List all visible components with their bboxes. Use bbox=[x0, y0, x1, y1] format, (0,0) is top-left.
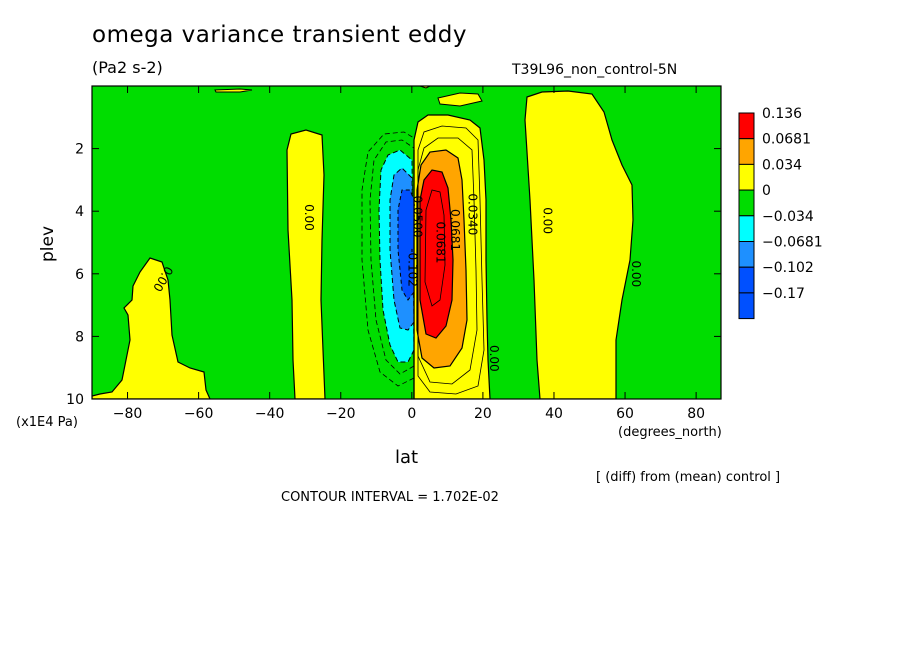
x-tick-label: 60 bbox=[616, 406, 634, 422]
tropical-negative-deep bbox=[397, 189, 415, 301]
x-tick-label: 80 bbox=[687, 406, 705, 422]
x-tick-label: 20 bbox=[474, 406, 492, 422]
run-label: T39L96_non_control-5N bbox=[512, 62, 678, 78]
contour-label: 0.0340 bbox=[466, 193, 480, 235]
legend-label: −0.034 bbox=[762, 209, 814, 225]
plot-frame bbox=[91, 85, 722, 400]
legend-swatch bbox=[738, 215, 755, 243]
legend-swatch bbox=[738, 163, 755, 191]
legend-label: 0.136 bbox=[762, 106, 802, 122]
x-tick-label: −40 bbox=[255, 406, 285, 422]
axis-ticks: −80 −60 −40 −20 0 20 40 60 80 2 4 6 8 10 bbox=[66, 86, 721, 422]
tropical-outer-contour-1 bbox=[417, 137, 478, 385]
y-tick-label: 6 bbox=[75, 267, 84, 283]
top-patch-1 bbox=[437, 92, 483, 107]
legend-swatch bbox=[738, 266, 755, 294]
tropical-outer-contour-2 bbox=[417, 125, 485, 395]
contour-label: 0.00 bbox=[540, 207, 554, 234]
tropical-negative-outer-2 bbox=[361, 131, 415, 387]
x-tick-label: −60 bbox=[184, 406, 214, 422]
top-patch-2 bbox=[214, 88, 253, 93]
contour-interval: CONTOUR INTERVAL = 1.702E-02 bbox=[281, 490, 499, 505]
southern-positive-lobe bbox=[92, 257, 211, 399]
tropical-negative-outer-1 bbox=[369, 139, 415, 375]
contour-fill-layer bbox=[92, 86, 721, 399]
chart-units: (Pa2 s-2) bbox=[92, 58, 163, 77]
chart-title: omega variance transient eddy bbox=[92, 22, 467, 48]
y-axis-units: (x1E4 Pa) bbox=[16, 415, 78, 430]
contour-label: 0.00 bbox=[629, 260, 643, 287]
x-tick-label: 0 bbox=[407, 406, 416, 422]
legend-swatch bbox=[738, 189, 755, 217]
y-tick-label: 8 bbox=[75, 329, 84, 345]
legend-swatch bbox=[738, 241, 755, 268]
northern-positive-column bbox=[524, 90, 634, 399]
color-legend: 0.136 0.0681 0.034 0 −0.034 −0.0681 −0.102 −0.1… bbox=[738, 106, 823, 320]
x-tick-label: −20 bbox=[326, 406, 356, 422]
legend-label: 0.0681 bbox=[762, 132, 811, 148]
contour-label: 0.0681 bbox=[434, 222, 448, 264]
x-axis-units: (degrees_north) bbox=[618, 425, 722, 440]
contour-label: -0.0500 bbox=[411, 191, 425, 237]
legend-label: 0.034 bbox=[762, 157, 802, 173]
contour-label: 0.00 bbox=[487, 345, 501, 372]
contour-label: 0.00 bbox=[302, 204, 316, 231]
legend-label: 0 bbox=[762, 183, 771, 199]
tropical-inner-contour bbox=[424, 189, 446, 307]
legend-swatch bbox=[738, 112, 755, 140]
contour-label: -0.102 bbox=[405, 248, 419, 287]
legend-label: −0.17 bbox=[762, 286, 805, 302]
legend-swatch bbox=[738, 292, 755, 320]
y-tick-label: 4 bbox=[75, 204, 84, 220]
contour-label: 0.0681 bbox=[448, 209, 462, 251]
tropical-red-core bbox=[419, 169, 454, 339]
legend-label: −0.0681 bbox=[762, 235, 823, 251]
x-tick-label: −80 bbox=[113, 406, 143, 422]
x-axis-label: lat bbox=[395, 447, 419, 468]
legend-label: −0.102 bbox=[762, 260, 814, 276]
southern-midlat-positive-column bbox=[286, 129, 326, 399]
x-tick-label: 40 bbox=[545, 406, 563, 422]
y-tick-label: 2 bbox=[75, 142, 84, 158]
y-tick-label: 10 bbox=[66, 392, 84, 408]
diff-note: [ (diff) from (mean) control ] bbox=[596, 470, 781, 485]
legend-swatch bbox=[738, 138, 755, 165]
